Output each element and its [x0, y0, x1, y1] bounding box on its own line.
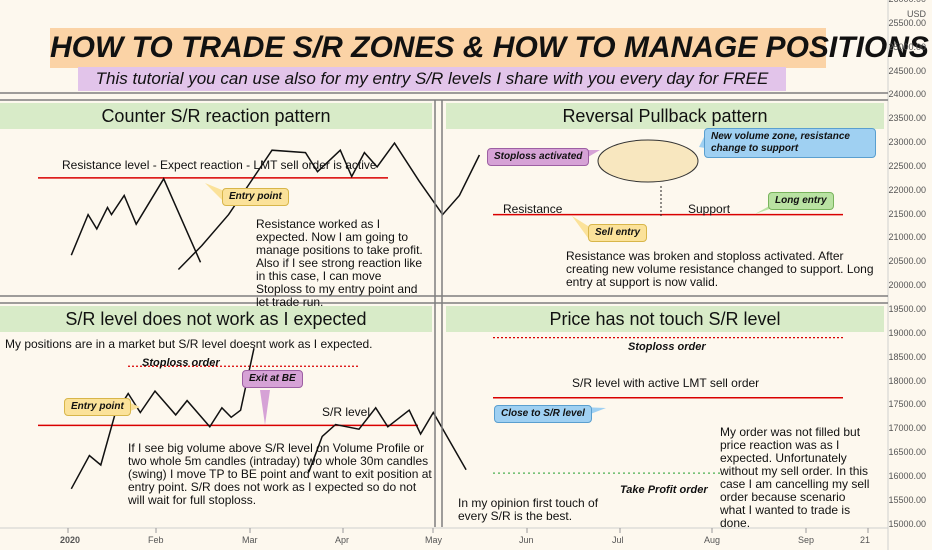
- price-tick-label: 16000.00: [888, 470, 926, 481]
- panel-3-exit-pointer: [260, 390, 270, 425]
- price-tick-label: 18500.00: [888, 351, 926, 362]
- panel-2-volume-ellipse: [597, 139, 699, 183]
- price-tick-label: 23500.00: [888, 113, 926, 124]
- time-tick-label: Apr: [335, 535, 350, 545]
- panel-1-callout-pointer: [205, 183, 222, 200]
- page-title: HOW TO TRADE S/R ZONES & HOW TO MANAGE P…: [50, 31, 929, 64]
- time-tick-label: Aug: [704, 535, 721, 545]
- price-tick-label: 21000.00: [888, 232, 926, 243]
- price-tick-label: 19500.00: [888, 304, 926, 314]
- time-tick-label: May: [425, 535, 443, 545]
- panel-2-resistance-label: Resistance: [503, 202, 563, 216]
- price-tick-label: 24500.00: [888, 65, 926, 76]
- price-tick-label: 18000.00: [888, 375, 926, 386]
- panel-2-support-label: Support: [688, 202, 731, 216]
- price-tick-label: 21500.00: [888, 208, 926, 219]
- panel-3-entry-callout: Entry point: [64, 398, 131, 416]
- price-tick-label: 26000.00: [888, 0, 926, 4]
- panel-3-note: If I see big volume above S/R level on V…: [128, 441, 432, 507]
- price-line-p4: [308, 406, 467, 473]
- panel-1-note: Resistance worked as I expected. Now I a…: [256, 217, 423, 309]
- price-tick-label: 24000.00: [888, 89, 926, 100]
- price-tick-label: 22500.00: [888, 160, 926, 171]
- panel-4-title: Price has not touch S/R level: [446, 306, 884, 332]
- price-line-p3: [70, 348, 255, 490]
- price-line-p1: [70, 177, 202, 263]
- panel-2-long-callout: Long entry: [768, 192, 834, 210]
- panel-2-sell-callout: Sell entry: [588, 224, 648, 242]
- panel-4-level-label: S/R level with active LMT sell order: [572, 376, 760, 390]
- panel-2-title: Reversal Pullback pattern: [446, 103, 884, 129]
- price-tick-label: 15000.00: [888, 518, 926, 529]
- panel-3-exit-callout: Exit at BE: [242, 370, 303, 388]
- price-tick-label: 16500.00: [888, 447, 926, 458]
- page-subtitle: This tutorial you can use also for my en…: [95, 69, 769, 88]
- time-tick-label: 21: [860, 535, 871, 545]
- panel-3-title: S/R level does not work as I expected: [0, 306, 432, 332]
- price-tick-label: 20000.00: [888, 280, 926, 291]
- price-unit-label: USD: [906, 9, 926, 19]
- panel-3-entry-pointer: [128, 402, 140, 412]
- panel-3-stoploss-label: Stoploss order: [142, 357, 220, 369]
- price-tick-label: 25500.00: [888, 17, 926, 28]
- panel-4-close-callout: Close to S/R level: [494, 405, 592, 423]
- price-tick-label: 19000.00: [888, 327, 926, 338]
- panel-2-volume-pointer: [699, 135, 705, 148]
- time-tick-label: Feb: [148, 535, 164, 545]
- time-tick-label: Mar: [242, 535, 258, 545]
- time-tick-label: Sep: [798, 535, 815, 545]
- price-tick-label: 20500.00: [888, 256, 926, 267]
- time-tick-label: Jul: [612, 535, 624, 545]
- panel-1-title: Counter S/R reaction pattern: [0, 103, 432, 129]
- panel-4-note-bottom: In my opinion first touch of every S/R i…: [458, 496, 599, 523]
- panel-1-level-label: Resistance level - Expect reaction - LMT…: [62, 158, 377, 172]
- price-tick-label: 17500.00: [888, 399, 926, 410]
- time-tick-label: 2020: [60, 535, 81, 545]
- panel-2-stoploss-callout: Stoploss activated: [487, 148, 590, 166]
- subtitle-background: [78, 67, 786, 91]
- price-tick-label: 23000.00: [888, 137, 926, 148]
- panel-3-top-note: My positions are in a market but S/R lev…: [5, 337, 373, 351]
- price-tick-label: 17000.00: [888, 423, 926, 434]
- panel-2-note: Resistance was broken and stoploss activ…: [566, 249, 874, 289]
- price-tick-label: 15500.00: [888, 494, 926, 505]
- panel-4-tp-label: Take Profit order: [620, 484, 708, 496]
- time-tick-label: Jun: [519, 535, 534, 545]
- panel-2-volume-callout: New volume zone, resistance change to su…: [704, 128, 876, 158]
- title-background: [50, 28, 826, 68]
- panel-4-note-right: My order was not filled but price reacti…: [720, 425, 870, 530]
- panel-1-entry-callout: Entry point: [222, 188, 289, 206]
- panel-2-sell-pointer: [572, 216, 588, 238]
- price-tick-label: 25000.00: [888, 41, 926, 52]
- price-tick-label: 22000.00: [888, 184, 926, 195]
- panel-3-level-label: S/R level: [322, 405, 371, 419]
- panel-4-stoploss-label: Stoploss order: [628, 341, 706, 353]
